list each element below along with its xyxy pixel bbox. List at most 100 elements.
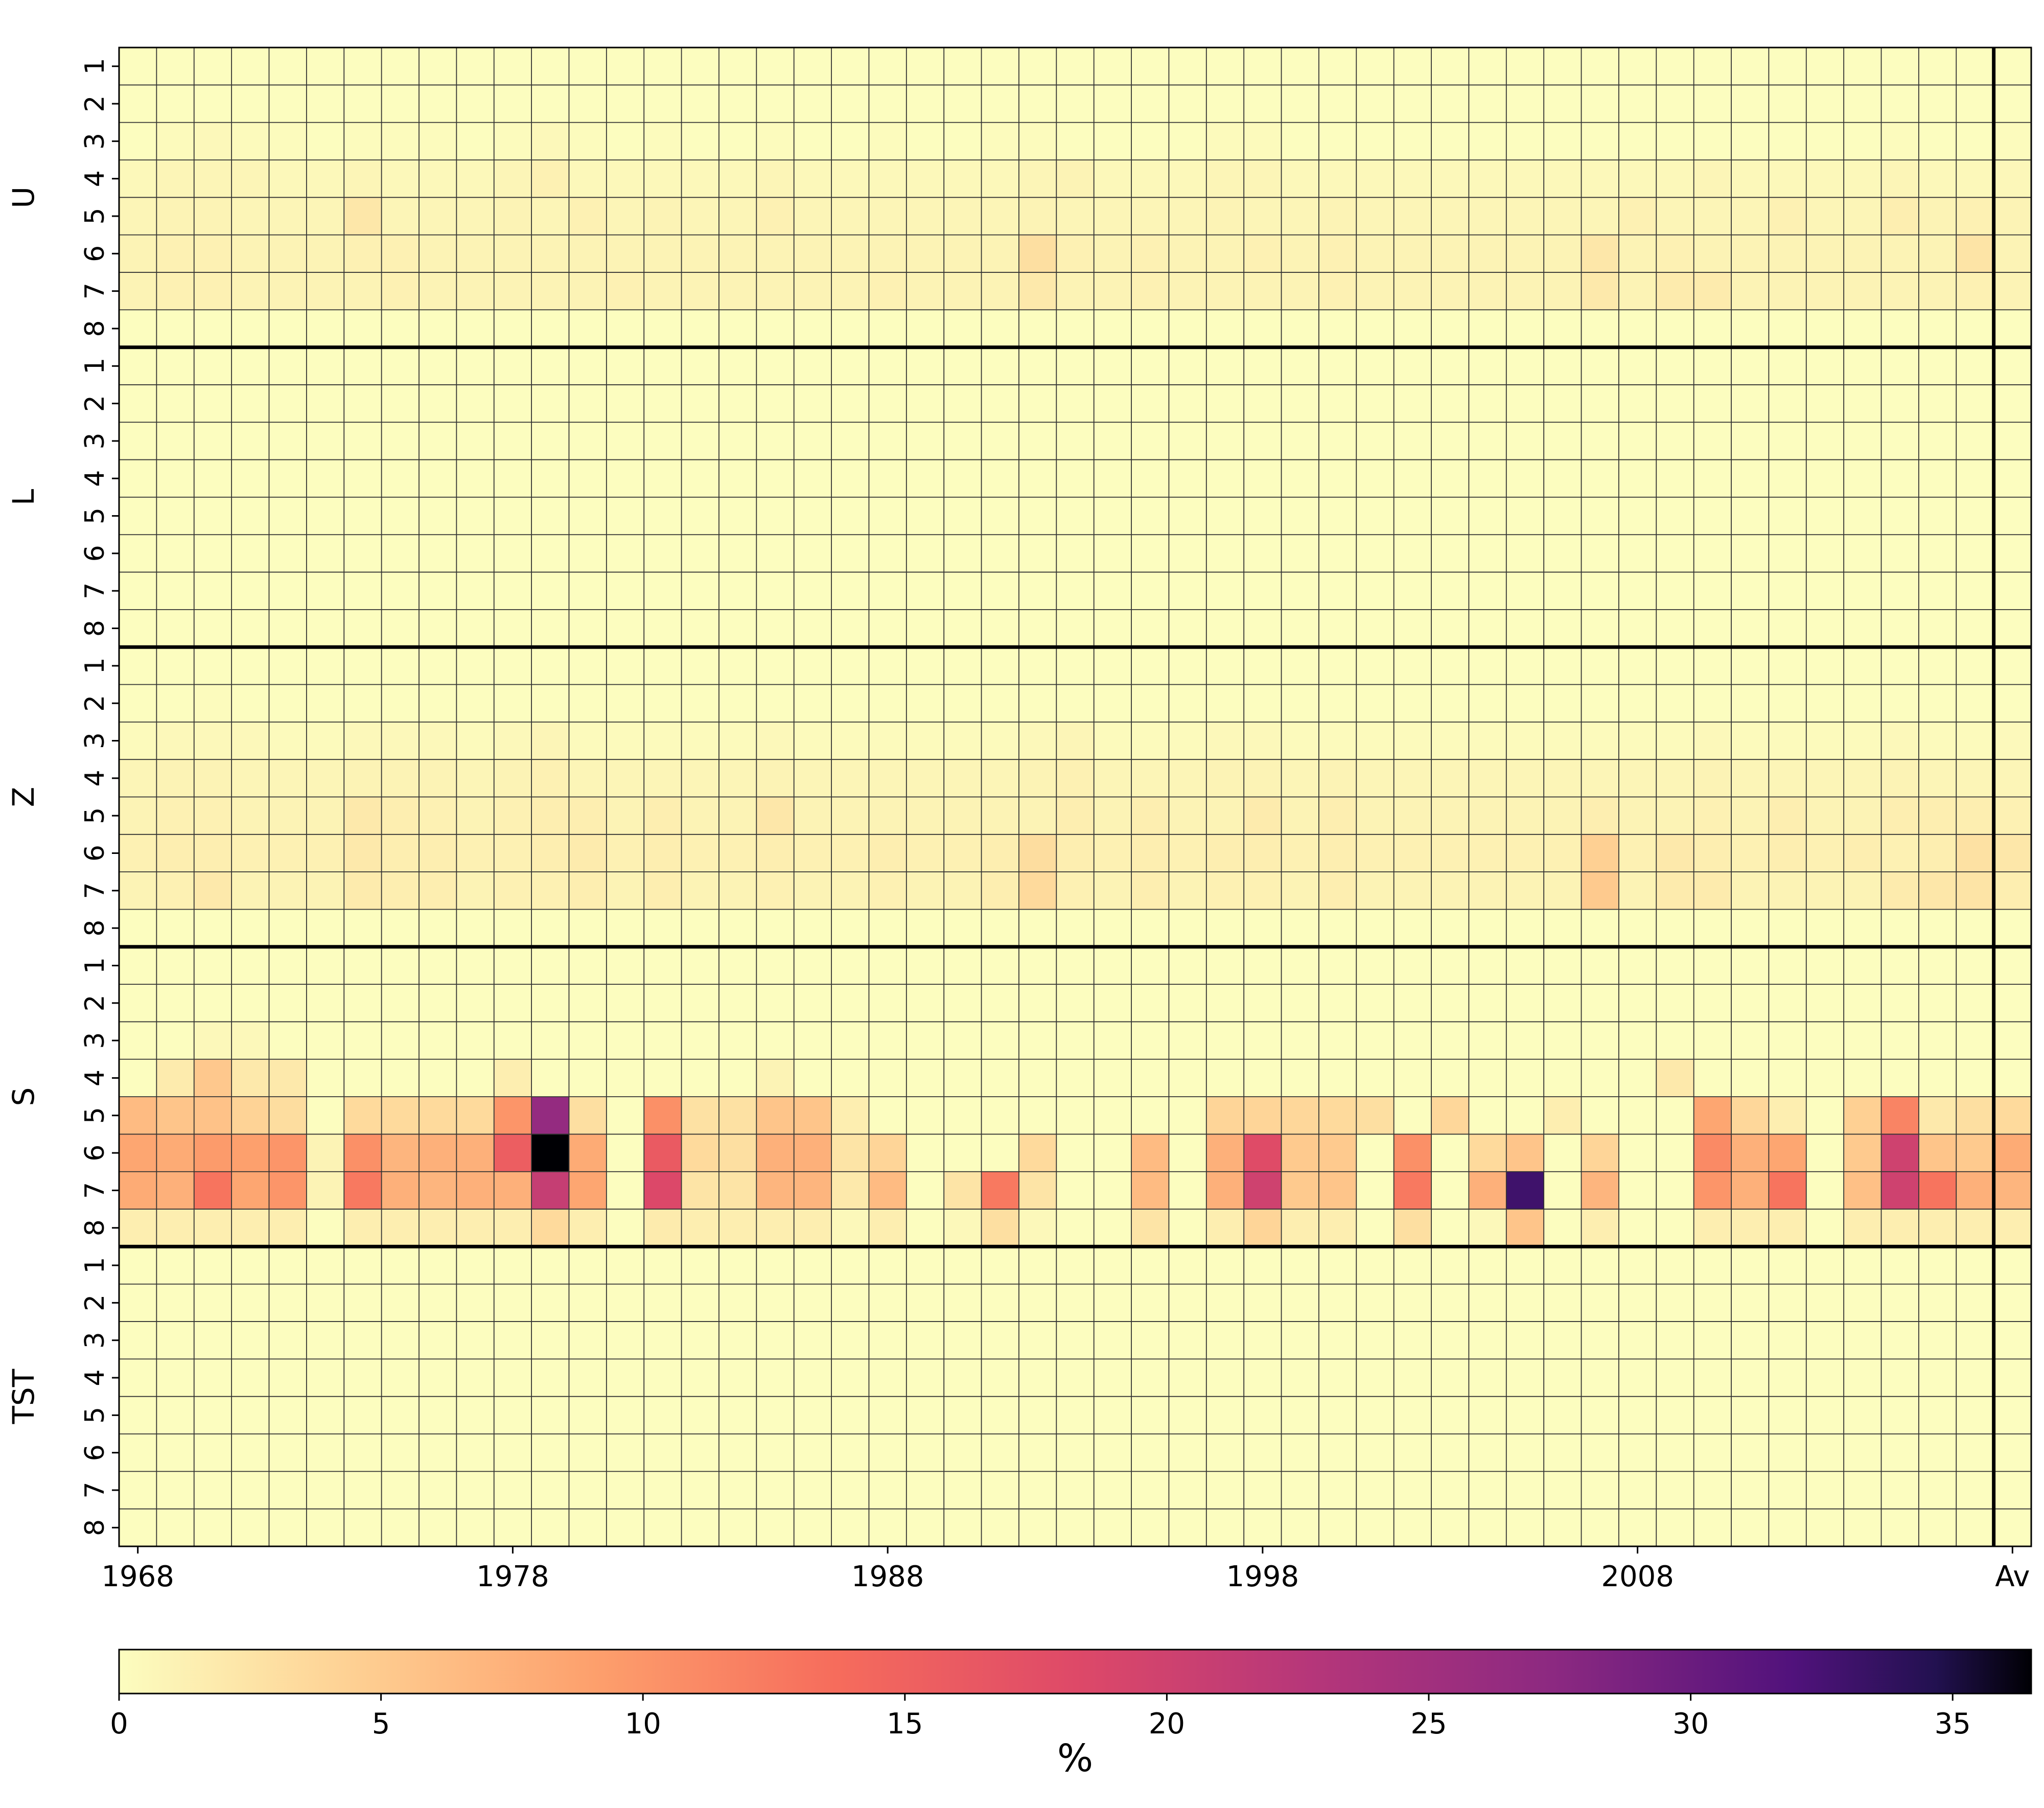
heatmap-cell [1431,1509,1470,1547]
heatmap-cell [606,1097,644,1135]
heatmap-cell [794,310,832,348]
heatmap-cell [944,834,982,872]
heatmap-cell [306,909,344,947]
heatmap-cell [1806,984,1844,1023]
heatmap-cell [869,85,907,123]
heatmap-cell [1056,85,1095,123]
heatmap-cell [531,797,570,835]
colorbar-tick-label: 30 [1673,1707,1709,1741]
heatmap-cell [756,684,795,723]
heatmap-cell [1094,1022,1132,1060]
heatmap-cell [794,1171,832,1210]
heatmap-cell [1131,197,1170,236]
heatmap-cell [494,722,532,760]
heatmap-cell [606,422,644,460]
heatmap-cell [269,1396,307,1434]
heatmap-cell [1318,684,1357,723]
heatmap-cell [381,85,420,123]
heatmap-cell [344,422,382,460]
heatmap-cell [1393,384,1432,423]
heatmap-cell [494,684,532,723]
heatmap-cell [681,647,719,685]
heatmap-cell [1056,684,1095,723]
heatmap-cell [1656,1134,1694,1172]
heatmap-cell [756,1471,795,1510]
heatmap-cell [1769,1471,1807,1510]
heatmap-cell [718,310,757,348]
heatmap-cell [306,1209,344,1247]
heatmap-cell [1844,497,1882,535]
heatmap-cell [1244,1134,1282,1172]
heatmap-cell [1393,684,1432,723]
heatmap-cell [1244,310,1282,348]
heatmap-cell [831,122,870,160]
heatmap-cell [869,459,907,498]
heatmap-cell [1356,48,1395,85]
heatmap-cell [1469,1171,1507,1210]
heatmap-cell [1618,85,1657,123]
heatmap-cell [1131,159,1170,198]
heatmap-cell [231,159,270,198]
heatmap-cell [119,1209,157,1247]
y-tick-label: 1 [80,1257,110,1274]
heatmap-cell [1131,909,1170,947]
heatmap-cell [1506,1359,1544,1397]
heatmap-cell [1469,422,1507,460]
heatmap-cell [794,946,832,985]
heatmap-cell [681,1434,719,1472]
heatmap-cell [1018,797,1057,835]
heatmap-cell [756,1134,795,1172]
heatmap-cell [1131,1059,1170,1097]
heatmap-cell [1956,946,1994,985]
heatmap-cell [1544,1171,1582,1210]
heatmap-cell [869,310,907,348]
heatmap-cell [1693,535,1732,573]
heatmap-cell [494,1359,532,1397]
heatmap-cell [1431,1396,1470,1434]
heatmap-cell [1806,1434,1844,1472]
heatmap-cell [306,647,344,685]
heatmap-cell [1806,347,1844,385]
heatmap-cell [1656,797,1694,835]
heatmap-cell [456,235,495,273]
heatmap-cell [718,1396,757,1434]
y-tick-label: 2 [80,395,110,412]
heatmap-cell [1881,1471,1919,1510]
heatmap-cell [156,1322,195,1359]
heatmap-cell [1506,535,1544,573]
heatmap-cell [981,497,1019,535]
heatmap-cell [906,122,944,160]
heatmap-cell [1731,1284,1769,1322]
heatmap-cell [1131,1434,1170,1472]
heatmap-cell [1806,85,1844,123]
heatmap-cell [1318,347,1357,385]
heatmap-cell [1131,1284,1170,1322]
heatmap-cell [1318,759,1357,798]
heatmap-cell [1956,909,1994,947]
heatmap-cell [194,647,232,685]
heatmap-cell [644,347,682,385]
heatmap-cell [718,1359,757,1397]
heatmap-cell [906,1134,944,1172]
heatmap-cell [644,1471,682,1510]
heatmap-cell [1131,722,1170,760]
heatmap-cell [1656,310,1694,348]
heatmap-cells [119,48,2032,1547]
heatmap-cell [1769,459,1807,498]
heatmap-cell [381,497,420,535]
heatmap-cell [1618,422,1657,460]
heatmap-cell [269,235,307,273]
heatmap-cell [156,235,195,273]
heatmap-cell [269,1209,307,1247]
heatmap-cell [606,1022,644,1060]
heatmap-cell [831,572,870,610]
y-tick-label: 7 [80,583,110,599]
heatmap-cell [119,384,157,423]
heatmap-cell [231,122,270,160]
heatmap-cell [1056,235,1095,273]
heatmap-cell [494,1059,532,1097]
heatmap-cell [1656,1171,1694,1210]
heatmap-cell [1693,946,1732,985]
heatmap-cell [494,1471,532,1510]
heatmap-cell [906,609,944,647]
